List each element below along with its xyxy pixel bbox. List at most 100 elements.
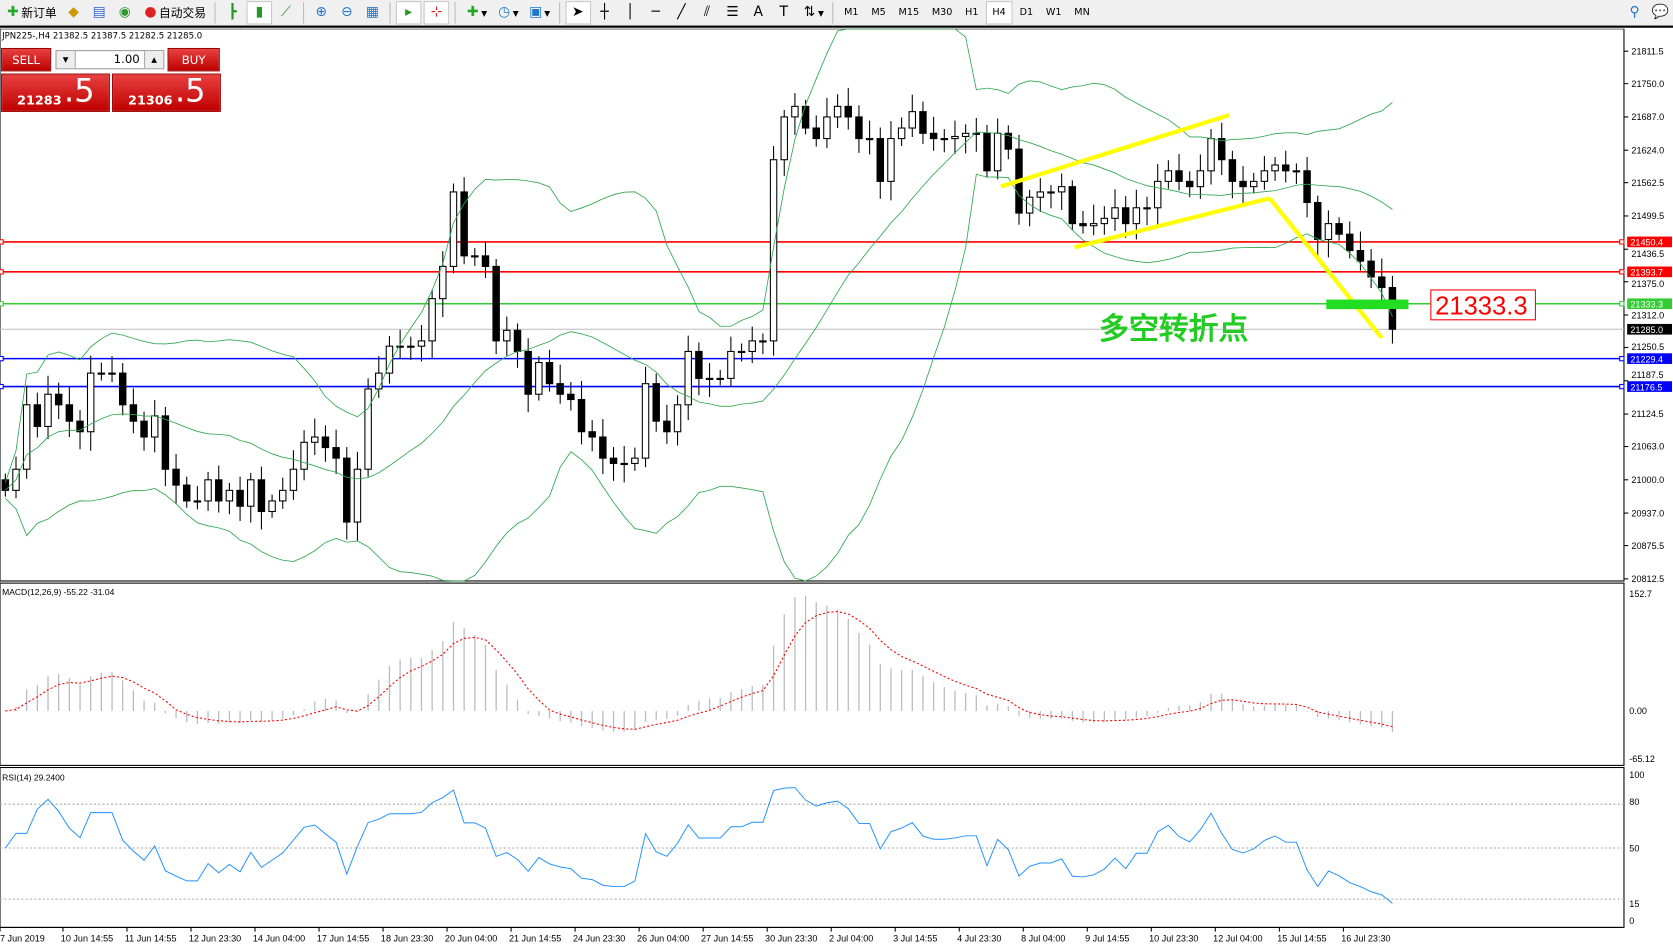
candle[interactable] xyxy=(1089,223,1098,227)
cursor-button[interactable]: ➤ xyxy=(565,1,591,25)
annotation-price-box[interactable] xyxy=(1430,289,1536,321)
candle[interactable] xyxy=(1185,180,1194,188)
bar-chart-button[interactable]: ┣ xyxy=(221,1,244,24)
candle[interactable] xyxy=(375,372,383,390)
level-handle[interactable] xyxy=(0,269,4,275)
candle[interactable] xyxy=(1314,201,1322,241)
candle[interactable] xyxy=(225,489,234,502)
candle[interactable] xyxy=(897,127,906,140)
candle[interactable] xyxy=(257,479,266,513)
candle[interactable] xyxy=(1047,191,1055,194)
candle[interactable] xyxy=(1079,223,1087,227)
text-button[interactable]: A xyxy=(746,1,769,24)
candle[interactable] xyxy=(1271,164,1279,172)
candle[interactable] xyxy=(33,404,42,427)
candle[interactable] xyxy=(118,372,127,406)
indicators-button[interactable]: ✚ ▾ xyxy=(461,1,490,24)
candle[interactable] xyxy=(385,345,394,374)
candle[interactable] xyxy=(940,138,949,141)
candle[interactable] xyxy=(652,383,660,422)
candle[interactable] xyxy=(823,116,831,140)
chat-button[interactable]: 💬 xyxy=(1649,1,1672,24)
chart-area[interactable]: 21811.5 21750.0 21687.0 21624.0 21562.5 21499… xyxy=(0,28,1673,950)
timeframe-m15[interactable]: M15 xyxy=(898,7,920,19)
vertical-line-button[interactable]: │ xyxy=(618,1,641,24)
candle[interactable] xyxy=(343,457,351,523)
candle[interactable] xyxy=(513,329,522,352)
candle[interactable] xyxy=(684,350,692,406)
candle[interactable] xyxy=(182,484,191,502)
buy-button[interactable]: BUY xyxy=(167,47,220,72)
candle[interactable] xyxy=(609,457,618,464)
candle[interactable] xyxy=(140,420,148,438)
candle[interactable] xyxy=(695,350,703,379)
candle[interactable] xyxy=(812,127,820,140)
trendline-button[interactable]: ╱ xyxy=(670,1,693,24)
lot-size-stepper[interactable]: ▼ 1.00 ▲ xyxy=(55,50,165,70)
candle[interactable] xyxy=(801,105,810,129)
buy-price-button[interactable]: 21306.5 xyxy=(112,72,221,112)
candle[interactable] xyxy=(332,447,340,459)
templates-button[interactable]: ▣ ▾ xyxy=(529,4,551,21)
candle[interactable] xyxy=(737,350,746,354)
candle[interactable] xyxy=(1057,186,1066,193)
candle[interactable] xyxy=(855,116,863,140)
increase-lot-button[interactable]: ▲ xyxy=(144,51,164,69)
candle[interactable] xyxy=(1378,276,1386,289)
chart-shift-button[interactable]: ⊹ xyxy=(423,1,450,25)
timeframe-m1[interactable]: M1 xyxy=(844,7,859,19)
candle[interactable] xyxy=(460,191,468,257)
candle[interactable] xyxy=(492,265,500,342)
candle[interactable] xyxy=(663,420,671,433)
level-handle[interactable] xyxy=(1619,269,1625,275)
candle[interactable] xyxy=(65,404,74,422)
level-handle[interactable] xyxy=(1619,355,1625,362)
candle[interactable] xyxy=(300,441,308,470)
candle[interactable] xyxy=(631,457,639,464)
candle[interactable] xyxy=(1143,207,1151,210)
search-button[interactable]: ⚲ xyxy=(1623,1,1646,24)
candle[interactable] xyxy=(1036,191,1045,198)
sell-button[interactable]: SELL xyxy=(1,47,52,72)
candle[interactable] xyxy=(972,132,981,135)
candle[interactable] xyxy=(780,116,788,161)
candle[interactable] xyxy=(908,111,917,129)
candle[interactable] xyxy=(1324,223,1333,241)
candle[interactable] xyxy=(1196,170,1205,188)
level-handle[interactable] xyxy=(1619,239,1625,245)
horizontal-line-button[interactable]: ─ xyxy=(644,1,667,24)
candle[interactable] xyxy=(279,489,287,502)
candle[interactable] xyxy=(86,372,95,433)
candle[interactable] xyxy=(471,255,479,258)
candle[interactable] xyxy=(1228,159,1237,182)
candle[interactable] xyxy=(97,372,106,375)
candle[interactable] xyxy=(204,479,212,502)
candle[interactable] xyxy=(876,138,885,182)
decrease-lot-button[interactable]: ▼ xyxy=(56,51,76,69)
candle[interactable] xyxy=(481,255,490,267)
candle[interactable] xyxy=(791,105,799,118)
candle[interactable] xyxy=(705,377,714,380)
candle[interactable] xyxy=(951,135,959,140)
candle[interactable] xyxy=(620,462,628,466)
candle[interactable] xyxy=(1068,186,1077,225)
candle[interactable] xyxy=(321,436,330,449)
candle[interactable] xyxy=(22,404,31,470)
candle[interactable] xyxy=(769,159,778,342)
candle[interactable] xyxy=(1217,138,1226,161)
timeframe-m5[interactable]: M5 xyxy=(871,7,886,19)
candle[interactable] xyxy=(1367,260,1375,278)
candle[interactable] xyxy=(865,138,874,141)
candle[interactable] xyxy=(1260,170,1269,182)
candle[interactable] xyxy=(1164,170,1173,182)
pivot-zone-marker[interactable] xyxy=(1326,299,1409,310)
candle[interactable] xyxy=(1303,170,1311,204)
candle[interactable] xyxy=(535,362,543,395)
level-handle[interactable] xyxy=(0,383,4,390)
candle[interactable] xyxy=(129,404,138,422)
periods-button[interactable]: ◷ ▾ xyxy=(492,1,521,24)
candle[interactable] xyxy=(108,372,116,375)
auto-trading-button[interactable]: ● 自动交易 xyxy=(139,1,209,24)
timeframe-h4[interactable]: H4 xyxy=(985,1,1013,25)
candle[interactable] xyxy=(588,431,596,438)
